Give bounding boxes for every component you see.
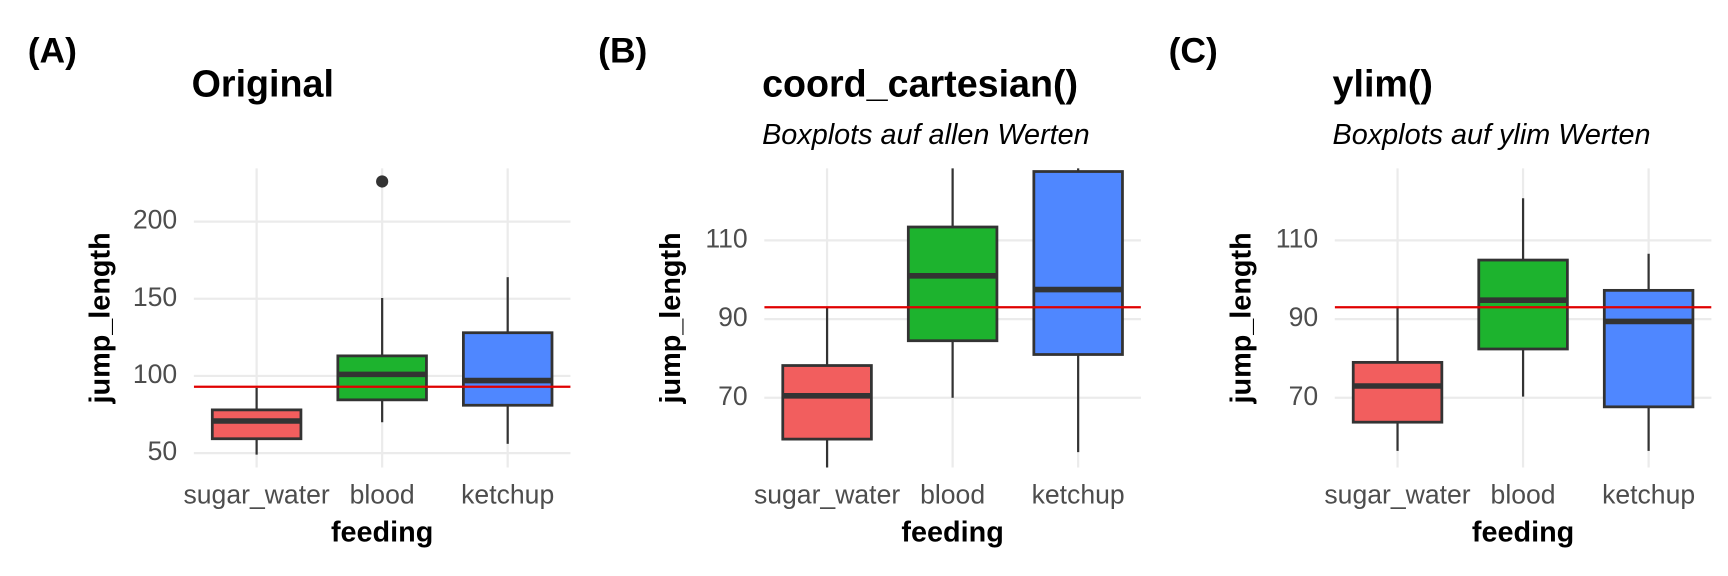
box	[462, 331, 554, 407]
x-axis-label: feeding	[331, 517, 433, 549]
y-axis-label: jump_length	[85, 232, 117, 404]
panel-subtitle: Boxplots auf allen Werten	[762, 119, 1090, 151]
x-tick-label: blood	[1491, 479, 1556, 509]
x-tick-label: blood	[350, 479, 415, 509]
x-tick-label: ketchup	[1032, 479, 1125, 509]
box	[1477, 258, 1569, 351]
y-axis-label: jump_length	[1225, 232, 1257, 404]
y-tick-label: 90	[1289, 302, 1319, 332]
box	[210, 408, 303, 441]
x-axis-label: feeding	[901, 517, 1003, 549]
x-tick-label: blood	[920, 479, 985, 509]
y-tick-label: 50	[148, 436, 178, 466]
box	[906, 225, 999, 343]
y-tick-label: 100	[133, 359, 177, 389]
y-tick-label: 90	[718, 302, 748, 332]
panel: (A) Original jump_lengthfeedingsugar_water…	[28, 31, 571, 549]
x-tick-label: ketchup	[461, 479, 554, 509]
x-axis-label: feeding	[1472, 517, 1574, 549]
panel-tag: (A)	[28, 31, 77, 71]
x-tick-label: sugar_water	[1324, 479, 1470, 509]
panel-tag: (B)	[598, 31, 647, 71]
x-tick-label: ketchup	[1602, 479, 1695, 509]
plot-area	[1334, 198, 1712, 451]
y-tick-label: 110	[705, 223, 747, 253]
y-tick-label: 70	[1289, 381, 1319, 411]
box	[1602, 288, 1695, 409]
x-tick-label: sugar_water	[183, 479, 329, 509]
panel-subtitle: Boxplots auf ylim Werten	[1333, 119, 1651, 151]
plot-area	[193, 175, 571, 455]
panel: (B) coord_cartesian() Boxplots auf allen W…	[598, 31, 1141, 549]
panel-tag: (C)	[1169, 31, 1218, 71]
box	[336, 354, 428, 402]
box	[1351, 360, 1444, 424]
y-tick-label: 200	[133, 205, 177, 235]
panel: (C) ylim() Boxplots auf ylim Werten jump_le…	[1169, 31, 1712, 549]
plot-area	[764, 168, 1141, 468]
y-tick-label: 150	[133, 282, 177, 312]
panel-title: ylim()	[1333, 62, 1433, 104]
box	[1032, 170, 1124, 356]
panel-title: coord_cartesian()	[762, 62, 1078, 104]
outlier	[376, 175, 389, 188]
y-tick-label: 70	[718, 381, 748, 411]
y-axis-label: jump_length	[655, 232, 687, 404]
box	[781, 364, 873, 441]
x-tick-label: sugar_water	[754, 479, 900, 509]
panel-title: Original	[192, 62, 334, 104]
y-tick-label: 110	[1276, 223, 1318, 253]
